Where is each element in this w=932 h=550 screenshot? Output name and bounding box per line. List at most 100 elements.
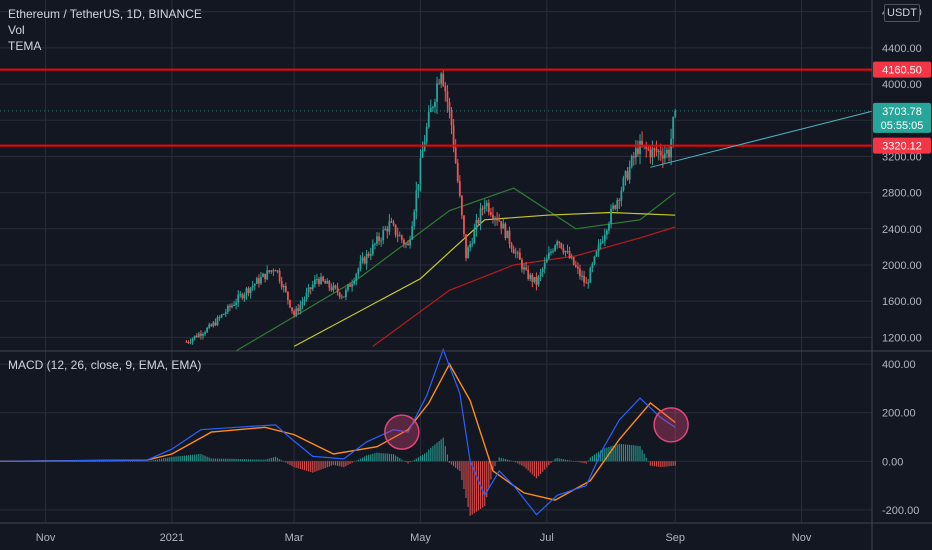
- candle-body: [568, 251, 571, 258]
- candle-body: [465, 234, 467, 259]
- macd-histogram-bar: [154, 459, 156, 462]
- candle-body: [239, 294, 242, 296]
- macd-histogram-bar: [98, 461, 101, 462]
- macd-histogram-bar: [119, 461, 121, 462]
- macd-histogram-bar: [318, 461, 320, 471]
- candle-body: [512, 249, 515, 254]
- macd-histogram-bar: [71, 461, 74, 462]
- macd-histogram-bar: [591, 456, 593, 462]
- macd-histogram-bar: [214, 458, 217, 462]
- macd-histogram-bar: [173, 456, 175, 462]
- candle-body: [347, 284, 349, 290]
- symbol-title[interactable]: Ethereum / TetherUS, 1D, BINANCE: [8, 7, 202, 21]
- candle-body: [458, 181, 461, 196]
- candle-body: [332, 285, 335, 291]
- macd-histogram-bar: [189, 454, 192, 462]
- macd-histogram-bar: [113, 461, 115, 462]
- candle-body: [274, 270, 277, 272]
- macd-histogram-bar: [177, 456, 179, 462]
- candle-body: [661, 155, 664, 159]
- currency-label[interactable]: USDT: [884, 4, 920, 22]
- candle-body: [191, 338, 194, 342]
- candle-body: [436, 83, 438, 102]
- macd-histogram-bar: [407, 461, 409, 464]
- candlesticks: [185, 69, 677, 345]
- candle-body: [614, 205, 617, 209]
- candle-body: [442, 73, 445, 86]
- macd-legend[interactable]: MACD (12, 26, close, 9, EMA, EMA): [8, 358, 202, 372]
- macd-histogram-bar: [185, 455, 188, 462]
- candle-body: [260, 277, 262, 284]
- macd-histogram-bar: [345, 461, 347, 467]
- price-tag-bg: [873, 137, 931, 154]
- macd-histogram-bar: [674, 461, 676, 466]
- macd-histogram-bar: [192, 454, 194, 462]
- candle-body: [365, 253, 368, 264]
- candle-body: [324, 280, 327, 284]
- macd-histogram-bar: [250, 459, 252, 462]
- horizontal-levels[interactable]: [0, 68, 873, 168]
- candle-body: [427, 112, 430, 128]
- macd-histogram-bar: [341, 461, 343, 467]
- candle-body: [369, 254, 372, 256]
- candle-body: [380, 240, 383, 242]
- candle-body: [394, 224, 397, 235]
- candle-body: [417, 184, 420, 191]
- candle-body: [197, 333, 200, 338]
- macd-histogram-bar: [225, 458, 227, 462]
- x-tick-label: 2021: [160, 532, 184, 544]
- x-tick-label: Nov: [792, 532, 812, 544]
- macd-histogram-bar: [239, 459, 241, 462]
- candle-body: [251, 285, 254, 288]
- macd-histogram-bar: [629, 444, 631, 462]
- macd-histogram-bar: [473, 461, 475, 514]
- macd-histogram-bar: [401, 459, 403, 462]
- macd-histogram-bar: [639, 445, 641, 462]
- macd-histogram-bar: [134, 461, 136, 462]
- indicator-tema[interactable]: TEMA: [8, 39, 42, 53]
- candle-body: [287, 291, 289, 300]
- macd-histogram-bar: [347, 461, 349, 466]
- macd-histogram-bar: [96, 461, 98, 462]
- moving-average-green: [235, 187, 676, 352]
- candle-body: [616, 200, 619, 209]
- macd-histogram-bar: [353, 461, 355, 462]
- macd-histogram-bar: [231, 458, 233, 462]
- macd-histogram-bar: [428, 449, 430, 462]
- macd-histogram-bar: [297, 461, 299, 469]
- macd-histogram-bar: [602, 448, 604, 462]
- indicator-vol[interactable]: Vol: [8, 23, 25, 37]
- candle-body: [328, 281, 331, 288]
- candle-body: [529, 274, 532, 279]
- candle-body: [628, 166, 631, 180]
- candle-body: [268, 270, 271, 272]
- macd-histogram-bar: [482, 461, 484, 508]
- candle-body: [440, 73, 443, 84]
- macd-histogram-bar: [308, 461, 310, 472]
- macd-histogram-bar: [136, 461, 138, 462]
- macd-histogram-bar: [316, 461, 318, 472]
- macd-histogram-bar: [597, 451, 600, 462]
- macd-histogram-bar: [523, 461, 525, 467]
- macd-histogram-bar: [386, 453, 388, 462]
- candle-body: [469, 243, 472, 248]
- candle-body: [481, 208, 484, 210]
- macd-histogram-bar: [361, 457, 364, 462]
- macd-histogram-bar: [573, 461, 575, 462]
- macd-histogram-bar: [117, 461, 119, 462]
- macd-histogram-bar: [100, 461, 103, 462]
- last-price-tag-text: 3703.78: [882, 106, 922, 118]
- macd-histogram-bar: [160, 458, 163, 462]
- candle-body: [645, 145, 648, 149]
- macd-histogram-bar: [643, 453, 645, 462]
- macd-histogram-bar: [227, 458, 229, 462]
- candle-body: [272, 270, 275, 272]
- macd-histogram-bar: [384, 453, 386, 462]
- macd-histogram-bar: [517, 461, 519, 464]
- macd-histogram-bar: [658, 461, 660, 467]
- candle-body: [264, 273, 267, 280]
- candle-body: [340, 296, 343, 298]
- x-tick-label: Sep: [665, 532, 685, 544]
- candle-body: [258, 278, 260, 284]
